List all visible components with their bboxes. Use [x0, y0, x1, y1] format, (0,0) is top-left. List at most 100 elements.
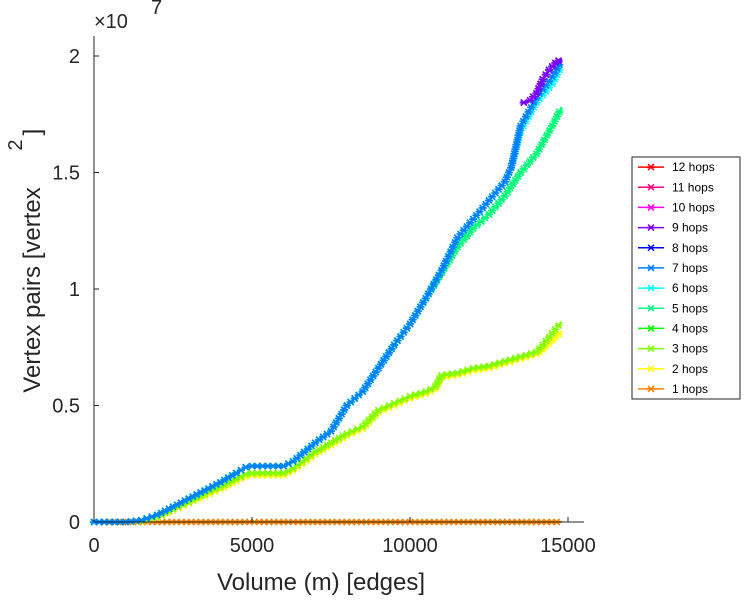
data-point — [419, 299, 428, 307]
data-point — [424, 290, 433, 298]
series-line — [94, 64, 563, 524]
data-point — [535, 145, 544, 153]
data-point — [521, 113, 530, 121]
legend-swatch-marker — [647, 324, 655, 332]
data-point — [541, 71, 550, 79]
data-point — [500, 178, 509, 186]
data-point — [361, 384, 370, 392]
data-point — [497, 195, 506, 204]
data-point — [439, 262, 448, 270]
data-point — [340, 406, 349, 414]
legend-item: 5 hops — [638, 301, 708, 315]
series-2-hops — [90, 330, 563, 526]
legend-item: 11 hops — [638, 180, 714, 194]
legend-swatch-marker — [647, 264, 655, 272]
legend-item: 10 hops — [638, 200, 715, 214]
data-point — [545, 333, 554, 341]
data-point — [519, 117, 528, 125]
data-point — [444, 252, 453, 260]
data-point — [433, 379, 442, 387]
data-point — [363, 380, 372, 388]
data-point — [451, 238, 460, 246]
data-point — [382, 353, 391, 361]
legend-swatch-marker — [647, 224, 655, 232]
data-point — [446, 248, 455, 256]
legend-item: 12 hops — [638, 160, 715, 174]
data-point — [502, 173, 511, 181]
data-point — [472, 211, 481, 219]
data-point — [488, 193, 497, 201]
data-point — [469, 215, 478, 223]
data-point — [456, 230, 465, 238]
data-point — [384, 349, 393, 357]
data-point — [334, 414, 343, 422]
data-point — [302, 455, 311, 463]
series-4-hops — [90, 106, 564, 526]
legend-item: 7 hops — [638, 261, 708, 275]
data-point — [421, 294, 430, 302]
data-point — [537, 140, 546, 149]
data-point — [371, 368, 380, 376]
data-point — [297, 458, 306, 466]
series-7-hops — [90, 60, 564, 526]
data-point — [434, 271, 443, 279]
legend-item: 3 hops — [638, 342, 708, 356]
data-point — [406, 320, 414, 328]
data-point — [554, 321, 563, 330]
data-point — [462, 222, 471, 231]
x-tick-label: 10000 — [382, 535, 438, 557]
legend-swatch-marker — [647, 244, 655, 252]
data-point — [387, 345, 396, 353]
data-point — [413, 307, 422, 315]
data-point — [478, 204, 487, 212]
legend-item: 9 hops — [638, 221, 708, 235]
data-point — [534, 85, 543, 93]
data-point — [337, 410, 346, 418]
data-point — [513, 172, 522, 180]
data-point — [437, 266, 446, 274]
legend-label: 6 hops — [672, 281, 708, 295]
data-point — [411, 311, 420, 319]
y-tick-label: 0.5 — [52, 396, 80, 418]
legend-swatch-marker — [647, 284, 655, 292]
series-5-hops — [90, 106, 564, 526]
data-point — [358, 387, 367, 396]
data-point — [488, 207, 497, 215]
data-point — [485, 210, 493, 219]
data-point — [497, 181, 506, 190]
data-point — [485, 196, 493, 205]
legend-swatch-marker — [647, 304, 655, 312]
data-point — [374, 364, 383, 372]
data-point — [329, 423, 338, 431]
y-tick-label: 1 — [69, 279, 80, 301]
legend-item: 2 hops — [638, 362, 708, 376]
data-point — [519, 165, 528, 173]
legend-item: 1 hops — [638, 382, 708, 396]
chart-legend: 12 hops 11 hops 10 hops 9 hops 8 hops 7 hops 6… — [631, 156, 741, 400]
data-point — [505, 168, 514, 177]
data-point — [416, 303, 425, 311]
legend-swatch-marker — [647, 183, 655, 191]
data-point — [427, 285, 436, 293]
x-tick-label: 0 — [88, 535, 99, 557]
y-tick-label: 1.5 — [52, 163, 80, 185]
legend-label: 9 hops — [672, 221, 708, 235]
legend-label: 12 hops — [672, 160, 715, 174]
data-point — [491, 189, 500, 197]
data-point — [555, 108, 564, 116]
data-point — [494, 199, 503, 207]
legend-swatch-marker — [647, 345, 655, 353]
data-point — [491, 203, 500, 211]
data-point — [542, 131, 551, 139]
legend-label: 4 hops — [672, 321, 708, 335]
series-3-hops — [90, 320, 563, 526]
legend-label: 7 hops — [672, 261, 708, 275]
data-point — [241, 463, 250, 471]
data-point — [435, 375, 444, 383]
legend-label: 1 hops — [672, 382, 708, 396]
data-point — [494, 185, 503, 193]
data-point — [369, 372, 378, 380]
legend-label: 2 hops — [672, 362, 708, 376]
series-line — [94, 106, 563, 524]
